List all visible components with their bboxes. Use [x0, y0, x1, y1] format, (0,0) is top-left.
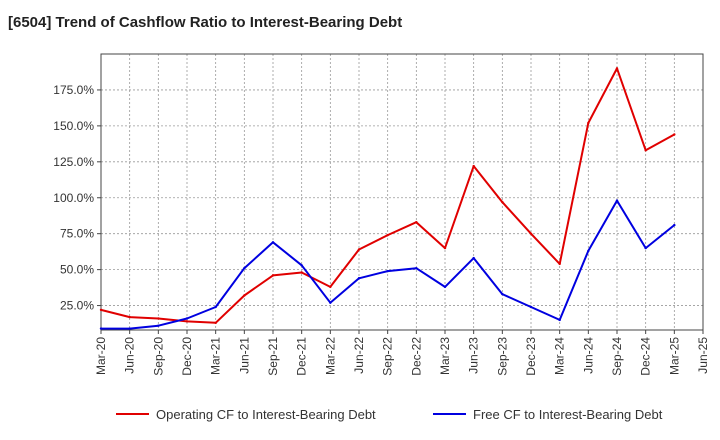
x-tick-label: Mar-21 [209, 337, 223, 375]
x-tick-label: Jun-21 [237, 337, 251, 374]
operating-cf-point [615, 67, 619, 70]
free-cf-point [558, 318, 561, 322]
operating-cf-point [415, 220, 418, 224]
series-lines [99, 67, 676, 330]
x-tick-label: Sep-21 [266, 337, 280, 376]
operating-cf-point [99, 308, 103, 312]
free-cf-point [271, 241, 275, 244]
operating-cf-point [185, 320, 189, 323]
y-tick-label: 100.0% [53, 191, 94, 205]
x-tick-label: Jun-23 [467, 337, 481, 374]
operating-cf-point [128, 315, 131, 319]
y-tick-label: 50.0% [60, 263, 94, 277]
operating-cf-point [529, 232, 533, 235]
x-tick-label: Sep-24 [610, 337, 624, 376]
operating-cf-point [644, 149, 647, 152]
free-cf-point [644, 246, 647, 250]
x-tick-label: Sep-20 [151, 337, 165, 376]
legend: Operating CF to Interest-Bearing Debt Fre… [116, 407, 663, 422]
free-cf-point [673, 223, 676, 227]
free-cf-point [357, 277, 361, 280]
operating-cf-point [673, 133, 676, 136]
x-tick-label: Mar-24 [553, 337, 567, 375]
x-tick-label: Mar-23 [438, 337, 452, 375]
free-cf-point [529, 305, 533, 309]
x-tick-label: Dec-23 [524, 337, 538, 376]
operating-cf-point [587, 121, 590, 125]
legend-label: Free CF to Interest-Bearing Debt [473, 407, 663, 422]
free-cf-point [128, 327, 131, 330]
x-axis-ticks: Mar-20 Jun-20 Sep-20 Dec-20 Mar-21 Jun-21 Sep-… [94, 330, 710, 376]
y-tick-label: 150.0% [53, 119, 94, 133]
operating-cf-point [443, 246, 447, 250]
operating-cf-point [243, 294, 246, 297]
free-cf-point [615, 199, 619, 202]
free-cf-point [185, 317, 189, 320]
operating-cf-point [558, 262, 561, 266]
x-tick-label: Dec-20 [180, 337, 194, 376]
free-cf-point [157, 324, 160, 327]
free-cf-point [214, 305, 217, 309]
free-cf-point [587, 249, 590, 253]
x-tick-label: Dec-21 [295, 337, 309, 376]
free-cf-point [329, 301, 332, 304]
free-cf-point [472, 256, 475, 260]
free-cf-point [443, 285, 447, 289]
x-tick-label: Sep-23 [495, 337, 509, 376]
y-tick-label: 175.0% [53, 83, 94, 97]
plot-area-frame [100, 53, 704, 331]
free-cf-point [415, 266, 418, 270]
y-tick-label: 75.0% [60, 227, 94, 241]
x-tick-label: Mar-22 [323, 337, 337, 375]
free-cf-point [501, 292, 504, 296]
free-cf-point [243, 266, 246, 270]
chart-title: [6504] Trend of Cashflow Ratio to Intere… [8, 14, 403, 31]
x-tick-label: Sep-22 [381, 337, 395, 376]
x-tick-label: Jun-24 [581, 337, 595, 374]
x-tick-label: Dec-22 [409, 337, 423, 376]
x-tick-label: Dec-24 [639, 337, 653, 376]
operating-cf-point [157, 317, 160, 320]
x-tick-label: Jun-22 [352, 337, 366, 374]
operating-cf-point [271, 274, 275, 277]
y-tick-label: 125.0% [53, 155, 94, 169]
operating-cf-point [357, 248, 361, 251]
x-tick-label: Mar-25 [667, 337, 681, 375]
operating-cf-point [300, 271, 303, 274]
x-tick-label: Mar-20 [94, 337, 108, 375]
operating-cf-point [386, 233, 389, 237]
y-axis-ticks: 25.0% 50.0% 75.0% 100.0% 125.0% 150.0% 175.0% [53, 83, 101, 313]
free-cf-point [300, 264, 303, 267]
free-cf-point [386, 269, 389, 273]
operating-cf-point [472, 164, 475, 168]
x-tick-label: Jun-25 [696, 337, 710, 374]
y-tick-label: 25.0% [60, 299, 94, 313]
grid-lines [101, 54, 703, 330]
x-tick-label: Jun-20 [123, 337, 137, 374]
operating-cf-point [501, 200, 504, 204]
free-cf-point [99, 327, 103, 330]
operating-cf-point [329, 285, 332, 289]
legend-label: Operating CF to Interest-Bearing Debt [156, 407, 376, 422]
operating-cf-point [214, 321, 217, 325]
